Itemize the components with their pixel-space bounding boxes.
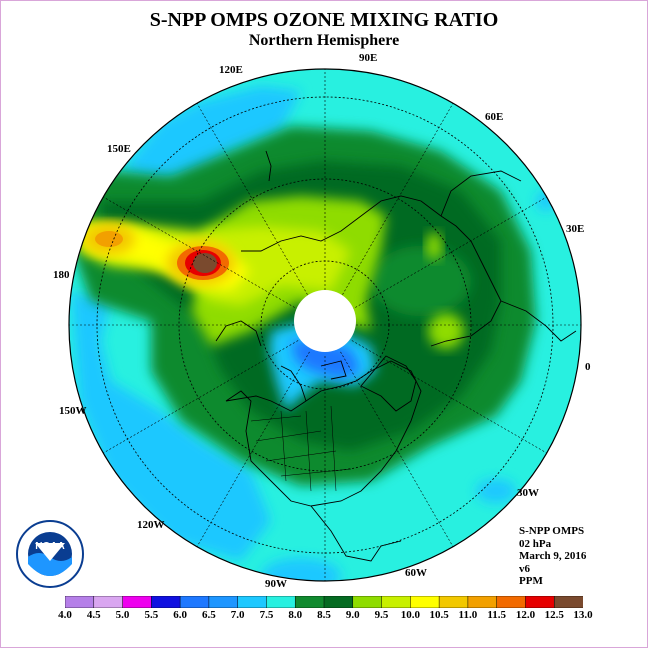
map-border [68, 68, 582, 582]
colorbar-tick-label: 8.0 [288, 609, 303, 621]
colorbar-tick-label: 12.0 [515, 609, 536, 621]
coastline-arctic-islands-2 [320, 360, 347, 380]
colorbar-tick-label: 7.0 [230, 609, 245, 621]
colorbar-tick-label: 9.5 [374, 609, 389, 621]
coastline-india [440, 170, 522, 217]
colorbar-swatch [179, 596, 210, 608]
lon-label-120e: 120E [219, 64, 243, 76]
colorbar-swatch [208, 596, 239, 608]
info-instrument: S-NPP OMPS [519, 525, 585, 537]
field-region-9-5-east [428, 313, 464, 349]
coastlines [215, 150, 577, 562]
colorbar-tick-label: 6.0 [173, 609, 187, 621]
noaa-logo-icon: NOAA [16, 520, 84, 588]
lon-label-120w: 120W [137, 519, 165, 531]
lon-label-30w: 30W [517, 487, 539, 499]
lon-label-150w: 150W [59, 405, 87, 417]
colorbar-tick-label: 6.5 [202, 609, 216, 621]
noaa-logo-text: NOAA [35, 541, 64, 552]
colorbar-tick-label: 10.0 [400, 609, 420, 621]
meridian-line [340, 103, 454, 299]
colorbar-swatch [438, 596, 469, 608]
field-region-13-0 [193, 253, 217, 273]
lon-label-90w: 90W [265, 578, 287, 590]
meridian-line [103, 340, 299, 454]
coastline-asia [241, 195, 442, 252]
state-boundaries [250, 405, 352, 492]
coastline-africa [500, 300, 577, 342]
colorbar-swatch [122, 596, 153, 608]
colorbar-swatch [151, 596, 181, 608]
lon-label-0: 0 [585, 361, 591, 373]
lon-label-150e: 150E [107, 143, 131, 155]
colorbar-tick-label: 12.5 [544, 609, 564, 621]
colorbar-swatch [266, 596, 296, 608]
field-region-lightblue-south [261, 558, 341, 581]
colorbar-swatch [352, 596, 383, 608]
colorbar-tick-label: 4.0 [58, 609, 72, 621]
meridian-line [351, 340, 547, 454]
info-level: 02 hPa [519, 537, 552, 550]
map-subtitle: Northern Hemisphere [248, 32, 400, 49]
colorbar-swatch [381, 596, 412, 608]
colorbar-tick-label: 11.5 [487, 609, 506, 621]
colorbar-tick-label: 4.5 [86, 609, 101, 621]
info-date: March 9, 2016 [519, 550, 587, 562]
colorbar-tick-label: 10.5 [429, 609, 449, 621]
lon-label-60e: 60E [485, 111, 504, 123]
colorbar-tick-label: 5.5 [144, 609, 159, 621]
field-region-lightblue-atlantic [476, 479, 516, 503]
lon-label-90e: 90E [359, 52, 378, 64]
colorbar-swatch [93, 596, 124, 608]
colorbar-swatch [525, 596, 555, 608]
info-units: PPM [519, 575, 543, 587]
colorbar-tick-label: 9.0 [345, 609, 360, 621]
field-region-lightblue-north [121, 86, 301, 181]
meridian-line [196, 351, 310, 547]
meridian-line [351, 196, 547, 310]
meridian-line [196, 103, 310, 299]
info-block: S-NPP OMPS 02 hPa March 9, 2016 v6 PPM [519, 525, 586, 588]
field-region-lightblue-west [71, 291, 271, 561]
colorbar-swatch [294, 596, 325, 608]
meridian-lines [69, 69, 581, 581]
colorbar-swatch [237, 596, 268, 608]
info-version: v6 [519, 562, 530, 575]
colorbar-tick-label: 11.0 [458, 609, 478, 621]
colorbar-swatch [410, 596, 440, 608]
colorbar-swatch [553, 596, 583, 608]
colorbar-swatch [467, 596, 498, 608]
colorbar-swatch [323, 596, 354, 608]
colorbar-tick-label: 8.5 [317, 609, 331, 621]
colorbar-tick-label: 5.0 [115, 609, 130, 621]
coastline-arctic-islands [280, 365, 307, 402]
colorbar-swatch [65, 596, 95, 608]
polar-gap [294, 290, 356, 352]
coastline-europe [430, 215, 502, 347]
colorbar-swatch [496, 596, 527, 608]
map-title: S-NPP OMPS OZONE MIXING RATIO [149, 9, 499, 31]
lon-label-180: 180 [53, 269, 70, 281]
colorbar [65, 596, 583, 608]
field-region-11-5-west [95, 231, 123, 247]
field-region-8-5-inner [371, 246, 471, 316]
coastline-japan [265, 150, 272, 182]
field-region-9-5-small [426, 232, 442, 260]
coastline-alaska [215, 320, 262, 347]
coastline-greenland [360, 355, 417, 412]
colorbar-tick-label: 13.0 [573, 609, 593, 621]
lon-label-60w: 60W [405, 567, 427, 579]
lon-label-30e: 30E [566, 223, 585, 235]
colorbar-tick-label: 7.5 [259, 609, 274, 621]
meridian-line [103, 196, 299, 310]
coastline-central-america [310, 505, 402, 562]
